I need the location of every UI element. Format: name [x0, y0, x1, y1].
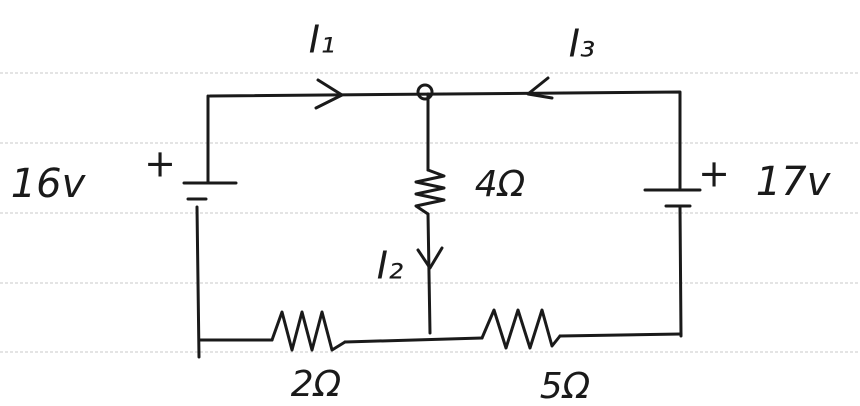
- label-17v: 17v: [756, 159, 832, 205]
- label-5ohm: 5Ω: [540, 366, 591, 406]
- label-plus-right: +: [698, 152, 730, 196]
- battery-right: [645, 190, 700, 206]
- resistor-5: [482, 310, 560, 348]
- label-i1: I₁: [309, 18, 335, 62]
- wires: [197, 92, 681, 357]
- label-4ohm: 4Ω: [475, 164, 526, 205]
- resistor-2: [272, 312, 345, 350]
- battery-left: [184, 183, 236, 199]
- label-i3: I₃: [569, 22, 595, 66]
- label-i2: I₂: [377, 244, 403, 288]
- label-2ohm: 2Ω: [291, 364, 342, 405]
- junction-node: [418, 85, 432, 99]
- resistor-4: [416, 170, 444, 214]
- circuit-diagram: I₁ I₃ I₂ 16v + + 17v 4Ω 2Ω 5Ω: [0, 0, 860, 406]
- label-plus-left: +: [144, 142, 176, 186]
- label-16v: 16v: [11, 161, 87, 207]
- arrow-i3: [528, 78, 552, 98]
